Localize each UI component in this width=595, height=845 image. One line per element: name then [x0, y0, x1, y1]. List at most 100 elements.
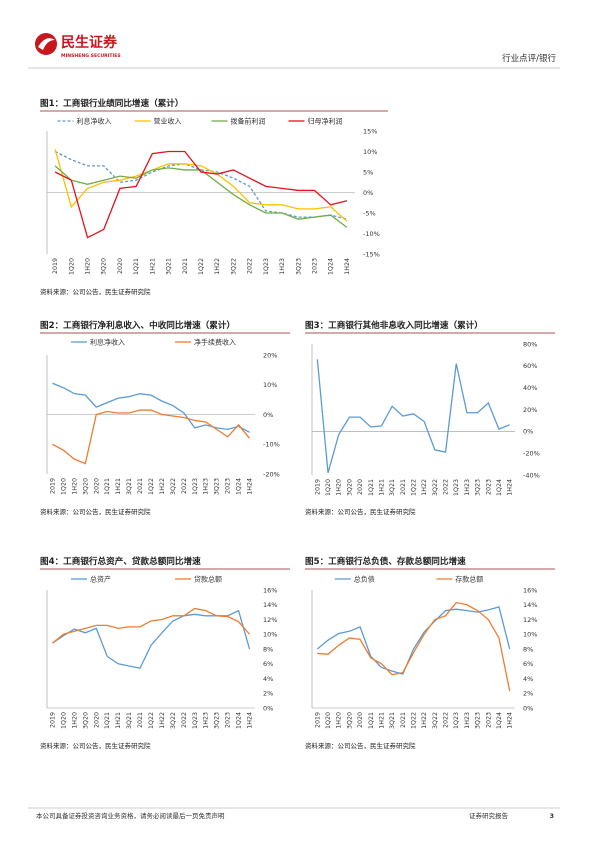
x-tick-label: 2022 [443, 479, 450, 495]
x-tick-label: 1H20 [71, 478, 78, 495]
source: 资料来源：公司公告，民生证券研究院 [40, 287, 151, 296]
x-tick-label: 1H22 [421, 712, 428, 729]
x-tick-label: 1Q21 [104, 478, 111, 495]
y-tick-label: 0% [523, 704, 533, 712]
x-tick-label: 3Q21 [126, 712, 133, 729]
y-tick-label: 10% [363, 148, 377, 156]
y-tick-label: 6% [523, 660, 533, 668]
x-tick-label: 1H23 [203, 478, 210, 495]
x-tick-label: 1Q24 [496, 712, 503, 729]
x-tick-label: 1H20 [336, 712, 343, 729]
x-tick-label: 1H22 [159, 478, 166, 495]
series-line [52, 607, 251, 644]
x-tick-label: 1Q22 [411, 479, 418, 496]
chart-title: 图4：工商银行总资产、贷款总额同比增速 [40, 555, 201, 567]
x-tick-label: 2022 [247, 258, 254, 274]
y-tick-label: 6% [263, 660, 273, 668]
x-tick-label: 1H22 [214, 258, 221, 275]
legend-label: 存款总额 [455, 575, 483, 584]
x-tick-label: 2019 [314, 712, 321, 728]
x-tick-label: 1H22 [159, 712, 166, 729]
chart-title: 图5：工商银行总负债、存款总额同比增速 [305, 555, 466, 567]
y-tick-label: 80% [523, 340, 537, 348]
x-tick-label: 1Q24 [496, 479, 503, 496]
y-tick-label: 15% [363, 127, 377, 135]
legend-label: 拨备前利润 [231, 117, 266, 126]
legend-label: 营业收入 [154, 117, 182, 126]
source: 资料来源：公司公告，民生证券研究院 [40, 741, 151, 750]
x-tick-label: 1Q23 [453, 479, 460, 496]
x-tick-label: 3Q22 [432, 712, 439, 729]
x-tick-label: 1H23 [464, 479, 471, 496]
y-tick-label: 8% [523, 645, 533, 653]
y-tick-label: 14% [263, 601, 277, 609]
x-tick-label: 3Q21 [389, 479, 396, 496]
x-tick-label: 1H21 [378, 712, 385, 729]
y-tick-label: 20% [523, 406, 537, 414]
x-tick-label: 3Q23 [475, 712, 482, 729]
page-number: 3 [549, 812, 554, 820]
source: 资料来源：公司公告，民生证券研究院 [305, 741, 416, 750]
legend-label: 利息净收入 [77, 117, 112, 126]
x-tick-label: 1H21 [115, 712, 122, 729]
y-tick-label: 0% [523, 428, 533, 436]
x-tick-label: 2019 [52, 258, 59, 274]
x-tick-label: 1H20 [71, 712, 78, 729]
y-tick-label: 0% [263, 411, 273, 419]
series-line [54, 150, 348, 239]
series-line [316, 606, 511, 675]
x-tick-label: 2023 [485, 479, 492, 495]
x-tick-label: 2022 [181, 712, 188, 728]
y-tick-label: -40% [523, 471, 540, 479]
chart-title: 图3：工商银行其他非息收入同比增速（累计） [305, 319, 483, 331]
x-tick-label: 2023 [311, 258, 318, 274]
disclaimer: 本公司具备证券投资咨询业务资格，请务必阅读最后一页免责声明 [36, 811, 225, 820]
y-tick-label: 60% [523, 362, 537, 370]
x-tick-label: 1Q23 [453, 712, 460, 729]
y-tick-label: 0% [363, 189, 373, 197]
y-tick-label: 4% [523, 675, 533, 683]
y-tick-label: 14% [523, 601, 537, 609]
series-line [52, 609, 251, 669]
x-tick-label: 3Q23 [214, 478, 221, 495]
x-tick-label: 1Q21 [368, 479, 375, 496]
y-tick-label: 40% [523, 384, 537, 392]
x-tick-label: 1Q21 [368, 712, 375, 729]
source: 资料来源：公司公告，民生证券研究院 [305, 507, 416, 516]
y-tick-label: 2% [263, 690, 273, 698]
x-tick-label: 1Q22 [198, 258, 205, 275]
chart: 图2：工商银行净利息收入、中收同比增速（累计） 资料来源：公司公告，民生证券研究院… [40, 319, 290, 516]
x-tick-label: 2020 [357, 479, 364, 495]
x-tick-label: 1Q20 [68, 258, 75, 275]
x-tick-label: 1H24 [507, 479, 514, 496]
y-tick-label: 12% [523, 616, 537, 624]
y-tick-label: -10% [263, 441, 280, 449]
x-tick-label: 2020 [117, 258, 124, 274]
y-tick-label: -20% [263, 470, 280, 478]
x-tick-label: 1H24 [507, 712, 514, 729]
x-tick-label: 3Q22 [230, 258, 237, 275]
logo-swirl [38, 38, 55, 50]
chart-title: 图1：工商银行业绩同比增速（累计） [40, 97, 183, 109]
x-tick-label: 1Q20 [60, 478, 67, 495]
x-tick-label: 1H20 [336, 479, 343, 496]
x-tick-label: 3Q20 [346, 712, 353, 729]
x-tick-label: 1Q24 [236, 712, 243, 729]
x-tick-label: 2023 [225, 478, 232, 494]
x-tick-label: 3Q22 [170, 478, 177, 495]
x-tick-label: 1Q22 [148, 712, 155, 729]
series-line [316, 359, 510, 473]
x-tick-label: 2023 [225, 712, 232, 728]
x-tick-label: 3Q21 [166, 258, 173, 275]
x-tick-label: 1H23 [464, 712, 471, 729]
series-line [52, 409, 251, 465]
x-tick-label: 3Q21 [389, 712, 396, 729]
x-tick-label: 1Q23 [263, 258, 270, 275]
y-tick-label: 10% [263, 381, 277, 389]
x-tick-label: 2023 [485, 712, 492, 728]
legend-label: 总资产 [90, 575, 111, 584]
x-tick-label: 1H24 [247, 712, 254, 729]
x-tick-label: 1Q24 [236, 478, 243, 495]
y-tick-label: 12% [263, 616, 277, 624]
report-type: 证券研究报告 [469, 811, 509, 820]
